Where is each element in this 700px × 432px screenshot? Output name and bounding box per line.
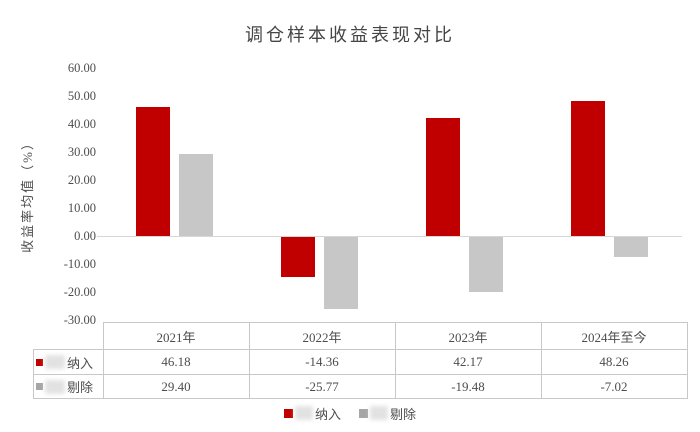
table-header-cell: 2023年 bbox=[394, 322, 542, 350]
redacted-text-patch bbox=[370, 406, 388, 420]
chart-legend: 纳入 剔除 bbox=[0, 403, 700, 423]
y-axis-title: 收益率均值（%） bbox=[20, 135, 35, 253]
legend-label: 剔除 bbox=[390, 406, 417, 422]
legend-label: 纳入 bbox=[314, 406, 341, 422]
row-label-text: 纳入 bbox=[67, 355, 94, 371]
y-tick-label: 0.00 bbox=[74, 229, 96, 243]
y-tick-label: 30.00 bbox=[67, 145, 96, 159]
redacted-text-patch bbox=[294, 406, 313, 420]
bar-series-0-cat-1 bbox=[281, 237, 315, 278]
y-tick-label: -30.00 bbox=[63, 313, 96, 327]
bar-series-1-cat-3 bbox=[614, 237, 648, 257]
table-corner-cell bbox=[34, 323, 104, 350]
legend-key-swatch bbox=[283, 408, 293, 418]
legend-key-swatch bbox=[359, 408, 368, 418]
y-tick-label: 60.00 bbox=[67, 61, 96, 75]
redacted-text-patch bbox=[45, 355, 65, 369]
table-cell: -25.77 bbox=[248, 374, 396, 399]
table-cell: 29.40 bbox=[102, 374, 250, 399]
table-row: 剔除 29.40 -25.77 -19.48 -7.02 bbox=[33, 374, 688, 399]
y-tick-label: 40.00 bbox=[67, 117, 96, 131]
y-tick-label: -10.00 bbox=[63, 257, 96, 271]
row-label-text: 剔除 bbox=[67, 380, 94, 395]
table-cell: -14.36 bbox=[248, 349, 396, 375]
legend-key-swatch bbox=[36, 383, 43, 390]
x-axis-zero-line bbox=[97, 236, 682, 237]
table-row: 纳入 46.18 -14.36 42.17 48.26 bbox=[33, 349, 688, 375]
y-tick-label: -20.00 bbox=[63, 285, 96, 299]
chart-title: 调仓样本收益表现对比 bbox=[245, 25, 455, 45]
table-row-label: 剔除 bbox=[33, 374, 104, 399]
bar-series-0-cat-3 bbox=[571, 100, 605, 236]
table-header-cell: 2022年 bbox=[248, 322, 396, 350]
legend-item: 纳入 bbox=[283, 404, 341, 423]
table-cell: -19.48 bbox=[394, 374, 542, 399]
table-cell: 48.26 bbox=[540, 349, 688, 375]
y-tick-label: 20.00 bbox=[67, 173, 96, 187]
redacted-text-patch bbox=[45, 379, 65, 394]
table-cell: 46.18 bbox=[102, 349, 250, 375]
y-tick-label: 50.00 bbox=[67, 89, 96, 103]
table-cell: 42.17 bbox=[394, 349, 542, 375]
table-header-cell: 2024年至今 bbox=[540, 322, 688, 350]
bar-series-1-cat-0 bbox=[179, 153, 213, 236]
bar-series-1-cat-2 bbox=[469, 237, 503, 292]
table-header-cell: 2021年 bbox=[102, 322, 250, 350]
bar-series-0-cat-0 bbox=[136, 106, 170, 236]
legend-item: 剔除 bbox=[359, 404, 416, 423]
data-table: 2021年 2022年 2023年 2024年至今纳入 46.18 -14.36 42.17… bbox=[33, 322, 688, 399]
legend-key-swatch bbox=[36, 358, 43, 366]
bar-series-1-cat-1 bbox=[324, 237, 358, 310]
y-tick-label: 10.00 bbox=[67, 201, 96, 215]
bar-series-0-cat-2 bbox=[426, 117, 460, 236]
table-cell: -7.02 bbox=[540, 374, 688, 399]
table-row-label: 纳入 bbox=[33, 349, 104, 375]
